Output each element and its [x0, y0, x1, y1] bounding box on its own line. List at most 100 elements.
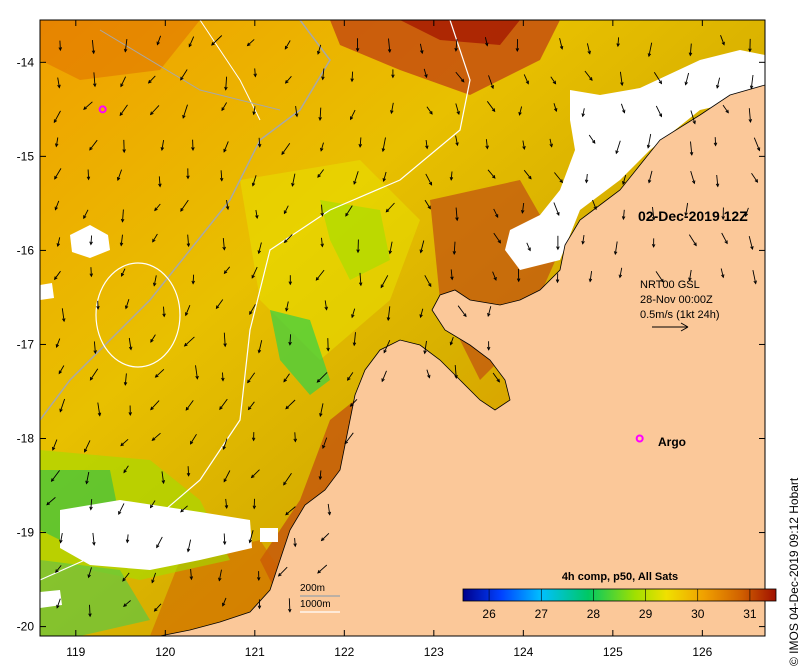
current-vector-head	[252, 505, 257, 510]
current-vector-head	[288, 341, 292, 346]
current-vector	[751, 173, 758, 183]
current-vector-head	[251, 274, 255, 279]
credit-text: © IMOS 04-Dec-2019 09:12 Hobart	[787, 477, 801, 666]
current-vector-head	[486, 346, 491, 351]
current-vector-head	[219, 177, 224, 182]
current-vector	[86, 471, 90, 484]
current-vector	[690, 141, 693, 155]
current-vector	[216, 299, 224, 309]
current-vector-head	[528, 175, 532, 180]
current-vector	[187, 539, 192, 552]
current-vector	[180, 505, 188, 513]
current-vector	[315, 269, 325, 281]
current-vector	[294, 432, 296, 442]
current-vector-head	[122, 577, 126, 582]
current-vector-head	[191, 280, 195, 285]
current-vector	[222, 597, 227, 606]
current-vector-head	[320, 147, 324, 152]
current-vector	[192, 274, 195, 284]
current-vector-head	[52, 446, 56, 451]
current-vector	[251, 266, 258, 279]
current-vector-head	[183, 342, 188, 347]
current-vector-head	[317, 174, 321, 178]
current-vector	[248, 401, 255, 410]
current-vector-head	[223, 270, 228, 275]
current-vector-head	[382, 178, 386, 182]
current-vector-head	[387, 49, 392, 53]
current-vector-head	[716, 84, 720, 89]
current-vector	[319, 403, 324, 417]
current-vector-head	[748, 48, 752, 53]
current-vector	[554, 172, 563, 183]
current-vector-head	[350, 116, 354, 121]
current-vector	[123, 465, 129, 473]
current-vector	[211, 35, 223, 46]
isobath-1000m-label: 1000m	[300, 599, 331, 610]
current-vector-head	[223, 343, 227, 348]
current-vector-head	[419, 249, 424, 254]
current-vector	[151, 572, 157, 583]
current-vector-head	[149, 504, 154, 509]
current-vector-head	[754, 179, 759, 183]
current-vector-head	[124, 305, 129, 310]
current-vector-head	[191, 147, 195, 151]
current-vector-head	[496, 378, 500, 383]
current-vector-head	[318, 117, 322, 122]
current-vector	[89, 139, 98, 151]
current-vector-head	[381, 378, 385, 383]
current-vector-head	[321, 76, 325, 81]
current-vector-head	[326, 347, 330, 352]
map-frame	[39, 19, 766, 637]
current-vector	[119, 104, 128, 116]
current-vector	[223, 141, 229, 152]
current-vector	[285, 301, 289, 311]
current-vector-head	[125, 539, 130, 544]
current-vector	[485, 139, 488, 149]
current-vector-head	[693, 242, 697, 247]
current-vector-head	[320, 537, 325, 542]
current-vector-head	[428, 181, 433, 186]
current-vector	[190, 434, 197, 445]
current-vector-head	[248, 539, 253, 544]
current-vector-head	[154, 207, 158, 212]
current-vector-head	[559, 45, 564, 50]
current-vector-head	[123, 469, 127, 474]
current-vector-head	[525, 80, 529, 85]
current-vector-head	[83, 106, 87, 110]
current-vector-head	[180, 508, 184, 513]
current-vector	[519, 106, 523, 116]
current-vector-head	[684, 212, 688, 217]
current-vector	[549, 138, 553, 147]
current-vector	[622, 174, 627, 185]
current-vector-head	[58, 47, 63, 52]
current-vector-head	[491, 108, 496, 113]
current-vector-head	[56, 604, 60, 609]
current-vector-head	[615, 150, 619, 155]
current-vector-head	[91, 50, 96, 55]
current-vector-head	[55, 344, 60, 349]
current-vector-head	[215, 305, 220, 310]
current-vector-head	[257, 605, 262, 610]
current-vector-head	[224, 505, 229, 509]
current-vector-head	[86, 176, 91, 181]
current-vector	[321, 204, 323, 216]
current-vector	[690, 110, 696, 124]
current-vector-head	[356, 249, 360, 254]
current-vector-head	[352, 342, 357, 347]
current-vector	[93, 341, 96, 354]
current-vector	[90, 235, 93, 245]
current-vector	[720, 268, 724, 278]
current-vector	[161, 140, 165, 151]
current-vector-head	[658, 80, 663, 85]
current-vector	[223, 332, 226, 347]
current-vector	[317, 169, 324, 178]
current-vector	[350, 398, 358, 407]
current-vector	[54, 270, 61, 280]
longitude-axis: 119 120 121 122 123 124 125 126	[66, 20, 713, 659]
current-vector	[423, 68, 428, 78]
current-vector	[324, 300, 328, 310]
current-vector	[219, 398, 228, 410]
isobath-200m-label: 200m	[300, 583, 325, 594]
current-vector	[185, 305, 191, 316]
current-vector-head	[250, 474, 255, 479]
